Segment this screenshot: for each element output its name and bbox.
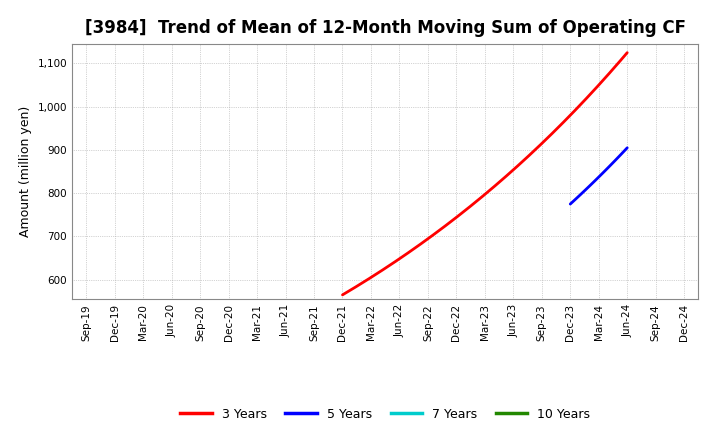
Title: [3984]  Trend of Mean of 12-Month Moving Sum of Operating CF: [3984] Trend of Mean of 12-Month Moving …: [85, 19, 685, 37]
Y-axis label: Amount (million yen): Amount (million yen): [19, 106, 32, 237]
Legend: 3 Years, 5 Years, 7 Years, 10 Years: 3 Years, 5 Years, 7 Years, 10 Years: [176, 403, 595, 425]
